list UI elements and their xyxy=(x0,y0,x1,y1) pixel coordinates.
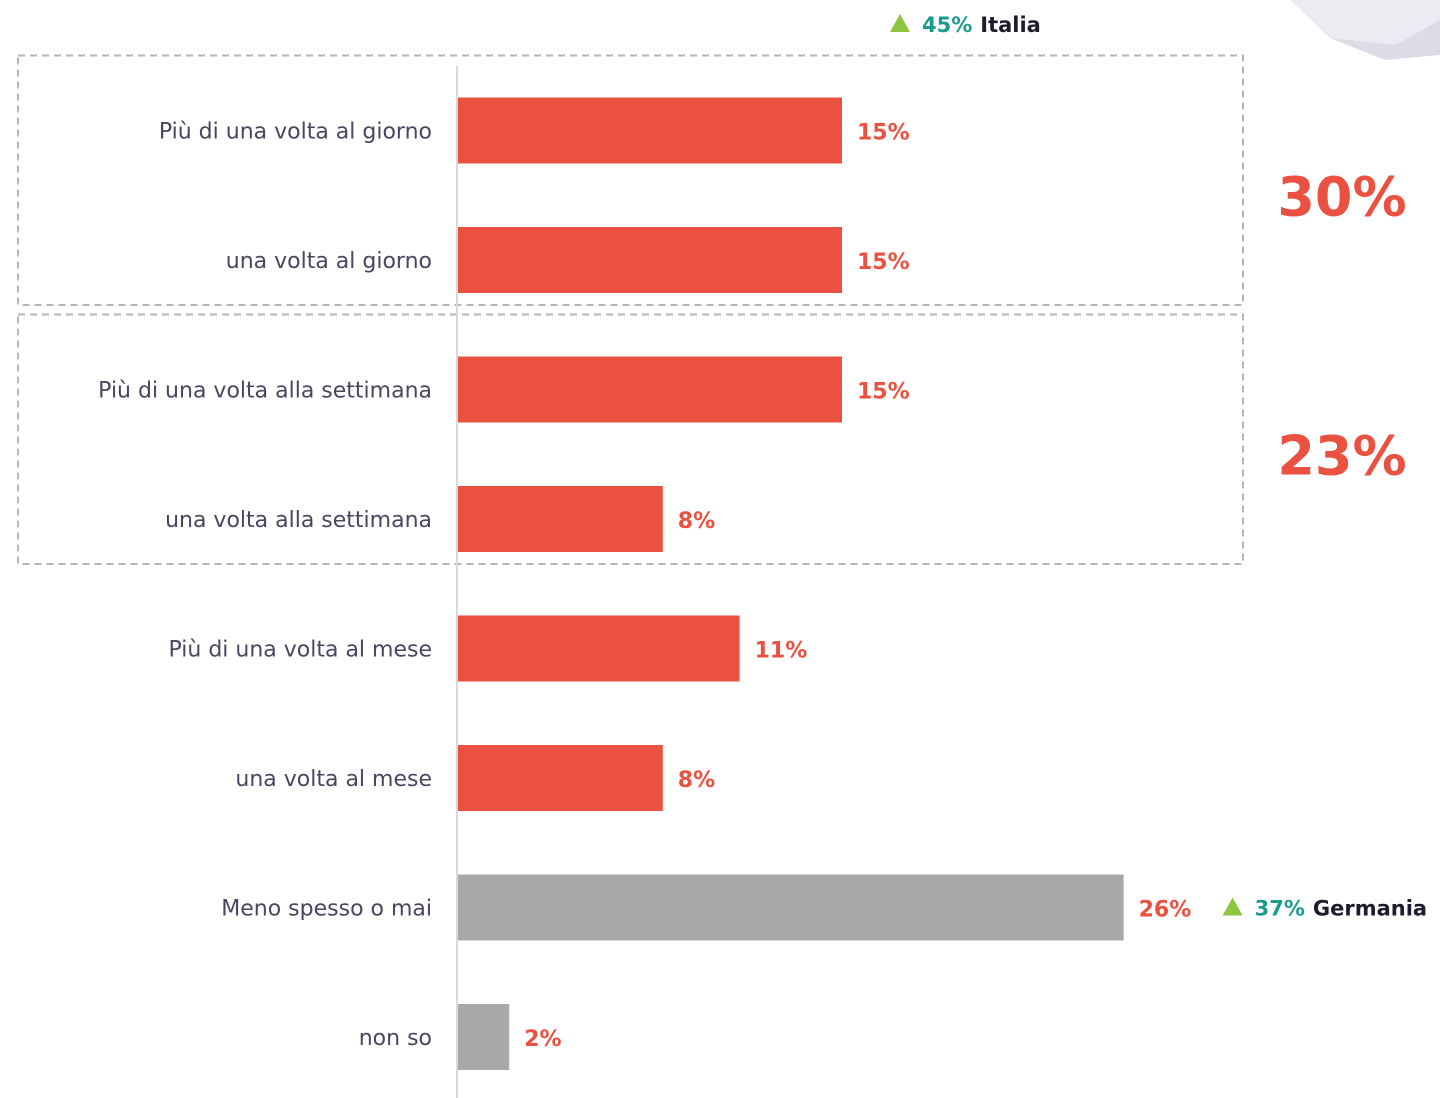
value-label: 15% xyxy=(857,250,910,275)
group-box-2 xyxy=(17,313,1244,565)
category-label: una volta al giorno xyxy=(226,249,432,274)
value-label: 26% xyxy=(1139,898,1192,923)
value-label: 15% xyxy=(857,380,910,405)
bar-6 xyxy=(458,745,663,811)
group-box-1 xyxy=(17,54,1244,306)
bar-3 xyxy=(458,356,842,423)
category-label: Più di una volta al mese xyxy=(168,638,432,663)
category-label: una volta alla settimana xyxy=(165,508,432,533)
note-value: 45% xyxy=(922,13,972,37)
category-label: Più di una volta al giorno xyxy=(159,120,432,145)
value-label: 11% xyxy=(755,639,808,664)
comparison-note-2: 37% Germania xyxy=(1222,897,1427,921)
decorative-cube-icon xyxy=(1290,0,1440,60)
category-label: Meno spesso o mai xyxy=(221,897,432,922)
bar-8 xyxy=(458,1004,510,1070)
group-total-2: 23% xyxy=(1277,424,1406,487)
value-label: 2% xyxy=(524,1027,561,1052)
bar-2 xyxy=(458,227,842,293)
comparison-note-1: 45% Italia xyxy=(890,13,1041,37)
value-label: 8% xyxy=(678,768,715,793)
group-total-1: 30% xyxy=(1277,165,1406,228)
category-label: non so xyxy=(359,1026,432,1051)
category-label: Più di una volta alla settimana xyxy=(98,379,432,404)
up-triangle-icon xyxy=(890,14,910,32)
bar-5 xyxy=(458,615,740,682)
value-label: 15% xyxy=(857,121,910,146)
note-value: 37% xyxy=(1255,897,1305,921)
bar-4 xyxy=(458,486,663,552)
category-label: una volta al mese xyxy=(235,767,432,792)
note-country: Italia xyxy=(980,13,1041,37)
up-triangle-icon xyxy=(1222,897,1243,916)
note-country: Germania xyxy=(1313,897,1427,921)
bar-1 xyxy=(458,97,842,164)
value-label: 8% xyxy=(678,509,715,534)
bar-7 xyxy=(458,874,1124,941)
